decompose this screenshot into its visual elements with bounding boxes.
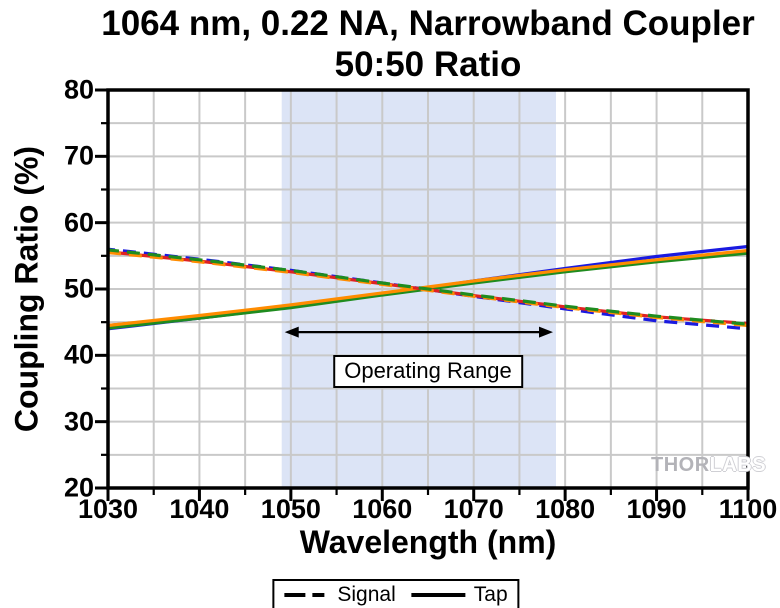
x-tick-label: 1040 — [169, 494, 230, 524]
legend: Signal Tap — [272, 579, 520, 608]
thorlabs-watermark-thor: THOR — [651, 454, 710, 476]
chart-title-line1: 1064 nm, 0.22 NA, Narrowband Coupler — [101, 4, 755, 43]
y-tick-label: 30 — [63, 406, 94, 437]
x-tick-label: 1070 — [443, 494, 504, 524]
plot-area — [95, 88, 750, 501]
series-signal-green — [107, 248, 749, 326]
x-tick-label: 1060 — [352, 494, 413, 524]
operating-range-label: Operating Range — [333, 355, 523, 388]
y-tick-label: 70 — [63, 140, 94, 171]
x-tick-label: 1050 — [260, 494, 321, 524]
y-tick-label: 40 — [63, 339, 94, 370]
legend-dashed-line-icon — [284, 592, 331, 597]
x-tick-label: 1080 — [535, 494, 596, 524]
x-tick-label: 1090 — [626, 494, 687, 524]
thorlabs-watermark-labs: LABS — [709, 454, 767, 476]
legend-signal-label: Signal — [337, 583, 396, 606]
chart-title-line2: 50:50 Ratio — [334, 45, 522, 84]
x-tick-label: 1100 — [718, 494, 778, 524]
y-tick-label: 80 — [63, 74, 94, 105]
y-tick-label: 50 — [63, 273, 94, 304]
x-tick-label: 1030 — [77, 494, 139, 524]
series-tap-orange — [107, 248, 749, 328]
arrow-right-head — [539, 326, 553, 338]
y-tick-label: 60 — [63, 207, 94, 238]
arrow-left-head — [284, 326, 299, 338]
thorlabs-watermark: THORLABS — [651, 454, 766, 477]
x-axis-title: Wavelength (nm) — [299, 524, 557, 560]
legend-tap-label: Tap — [473, 583, 508, 606]
y-tick-label: 20 — [63, 472, 94, 503]
legend-solid-line-icon — [411, 592, 466, 597]
